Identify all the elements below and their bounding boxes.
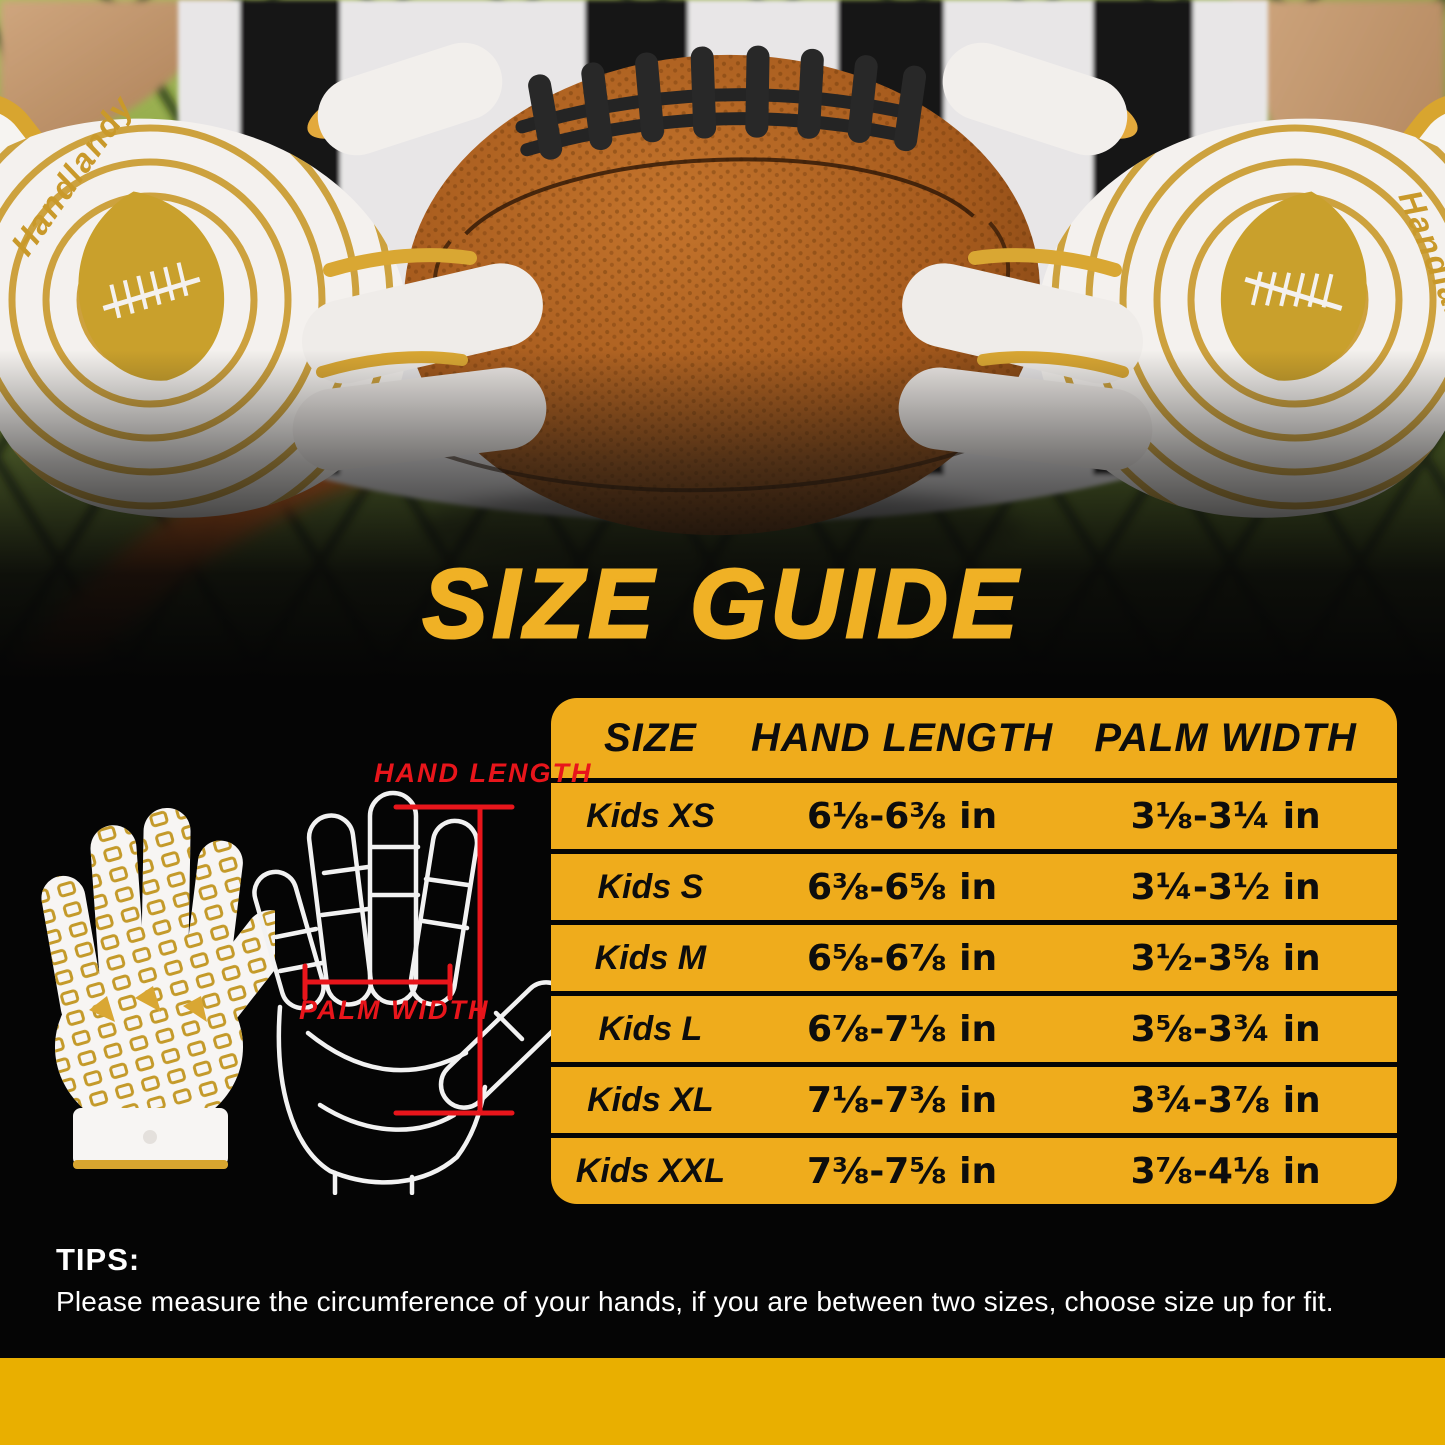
hand-measure-diagram	[252, 790, 570, 1195]
header-palm-width: PALM WIDTH	[1094, 715, 1357, 760]
size-value: Kids XS	[586, 796, 715, 835]
tips-body: Please measure the circumference of your…	[56, 1286, 1334, 1317]
palm-width-value: 3⅛-3¼ in	[1130, 795, 1321, 837]
size-value: Kids L	[598, 1009, 703, 1048]
hand-length-value: 6⅜-6⅝ in	[807, 866, 998, 908]
table-row: Kids XL 7⅛-7⅜ in 3¾-3⅞ in	[551, 1062, 1397, 1133]
bottom-accent-bar	[0, 1358, 1445, 1445]
palm-width-value: 3¼-3½ in	[1130, 866, 1321, 908]
size-value: Kids S	[597, 867, 704, 906]
size-value: Kids XL	[587, 1080, 714, 1119]
hand-length-value: 6⅛-6⅜ in	[807, 795, 998, 837]
palm-width-value: 3⅞-4⅛ in	[1130, 1150, 1321, 1192]
hand-length-value: 7⅜-7⅝ in	[807, 1150, 998, 1192]
tips-section: TIPS: Please measure the circumference o…	[56, 1242, 1406, 1318]
table-header-row: SIZE HAND LENGTH PALM WIDTH	[551, 698, 1397, 778]
table-row: Kids S 6⅜-6⅝ in 3¼-3½ in	[551, 849, 1397, 920]
glove-palm-illustration	[37, 807, 275, 1169]
table-row: Kids M 6⅝-6⅞ in 3½-3⅝ in	[551, 920, 1397, 991]
hand-length-value: 7⅛-7⅜ in	[807, 1079, 998, 1121]
photo-bottom-fade	[0, 0, 1445, 700]
header-size: SIZE	[603, 715, 697, 760]
palm-width-value: 3½-3⅝ in	[1130, 937, 1321, 979]
palm-width-label: PALM WIDTH	[299, 995, 490, 1025]
tips-heading: TIPS:	[56, 1242, 141, 1277]
hand-length-value: 6⅞-7⅛ in	[807, 1008, 998, 1050]
hand-length-label: HAND LENGTH	[374, 758, 593, 788]
size-chart-table: SIZE HAND LENGTH PALM WIDTH Kids XS 6⅛-6…	[551, 698, 1397, 1204]
gold-finger-webs	[89, 986, 207, 1022]
header-hand-length: HAND LENGTH	[751, 715, 1054, 760]
hand-outline	[252, 790, 570, 1195]
table-row: Kids XS 6⅛-6⅜ in 3⅛-3¼ in	[551, 778, 1397, 849]
table-row: Kids XXL 7⅜-7⅝ in 3⅞-4⅛ in	[551, 1133, 1397, 1204]
measure-lines	[302, 804, 515, 1116]
table-row: Kids L 6⅞-7⅛ in 3⅝-3¾ in	[551, 991, 1397, 1062]
hand-length-value: 6⅝-6⅞ in	[807, 937, 998, 979]
product-photo: Handlandy Handlandy	[0, 0, 1445, 763]
page-title: SIZE GUIDE	[421, 548, 1023, 660]
palm-width-value: 3¾-3⅞ in	[1130, 1079, 1321, 1121]
size-value: Kids M	[594, 938, 707, 977]
size-value: Kids XXL	[575, 1151, 726, 1190]
palm-width-value: 3⅝-3¾ in	[1130, 1008, 1321, 1050]
